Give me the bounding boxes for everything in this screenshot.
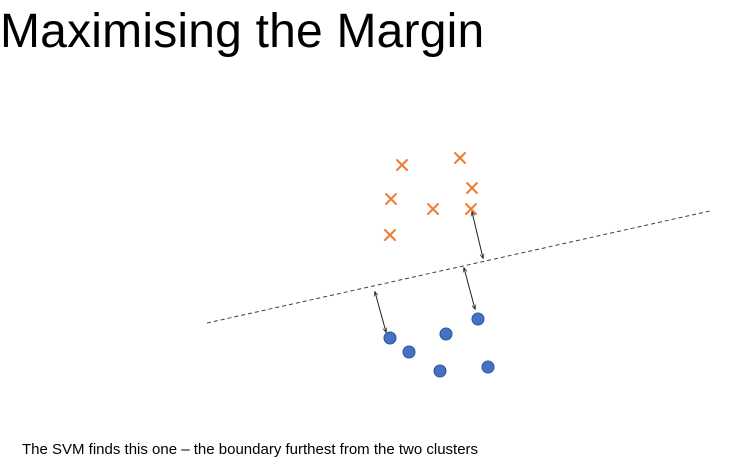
dot-icon (439, 327, 453, 341)
margin-arrows (375, 212, 483, 332)
dot-icon (481, 360, 495, 374)
cross-icon (385, 193, 397, 205)
decision-boundary-line (206, 210, 711, 324)
dot-icon (402, 345, 416, 359)
margin-arrow (375, 292, 386, 332)
dot-icon (383, 331, 397, 345)
cross-icon (384, 229, 396, 241)
slide-caption: The SVM finds this one – the boundary fu… (22, 441, 479, 458)
cross-icon (466, 182, 478, 194)
dot-icon (433, 364, 447, 378)
dot-icon (471, 312, 485, 326)
cross-icon (465, 203, 477, 215)
slide-title: Maximising the Margin (0, 5, 485, 58)
cross-cluster (384, 152, 478, 241)
dot-cluster (383, 312, 495, 378)
margin-arrow (472, 212, 483, 258)
cross-icon (427, 203, 439, 215)
cross-icon (454, 152, 466, 164)
cross-icon (396, 159, 408, 171)
margin-arrow (464, 268, 475, 309)
